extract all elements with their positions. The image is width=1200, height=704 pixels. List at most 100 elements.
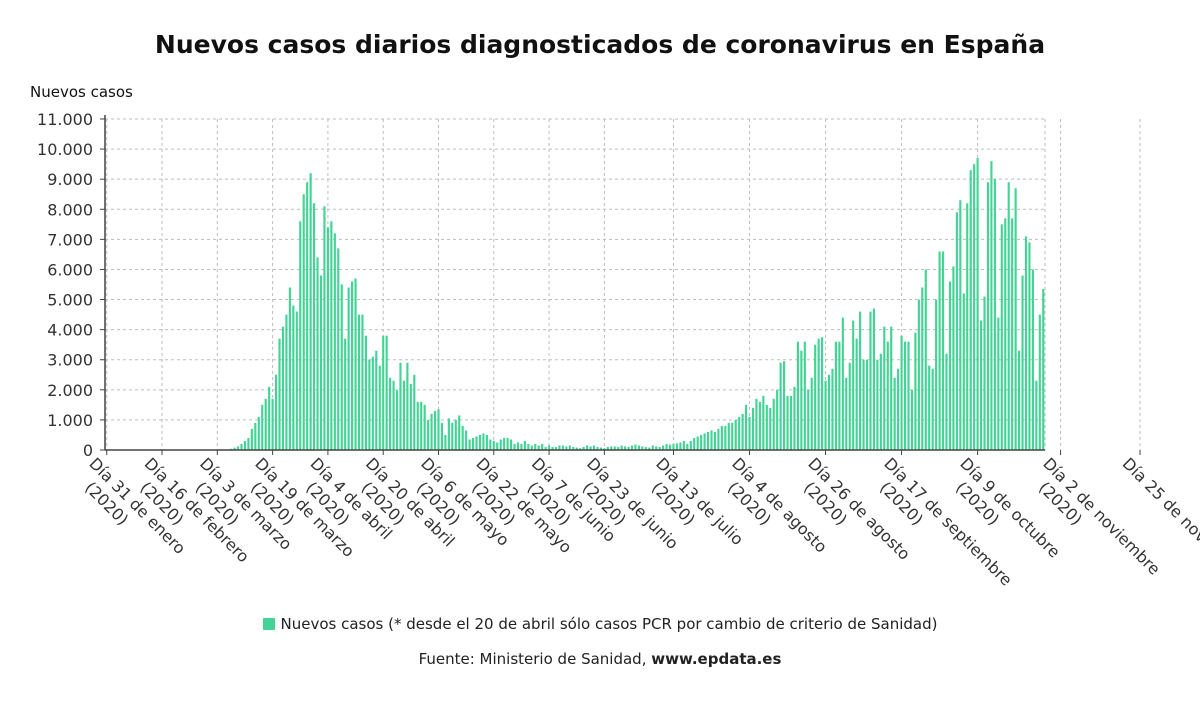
bar — [458, 415, 461, 450]
legend-label: Nuevos casos (* desde el 20 de abril sól… — [280, 615, 938, 633]
bar — [1011, 218, 1014, 450]
bar — [644, 446, 647, 450]
bar — [845, 377, 848, 450]
bar — [762, 395, 765, 450]
bar — [340, 284, 343, 450]
source-label: Fuente: Ministerio de Sanidad, — [418, 650, 652, 668]
y-tick-label: 0 — [83, 441, 93, 460]
bar — [440, 422, 444, 450]
bar — [668, 444, 672, 450]
bar — [700, 434, 703, 450]
y-tick-label: 1.000 — [47, 411, 93, 430]
bar — [503, 437, 506, 450]
y-tick-label: 10.000 — [37, 140, 93, 159]
y-tick-label: 7.000 — [47, 230, 93, 249]
bar — [658, 446, 661, 450]
bar — [786, 395, 789, 450]
bar — [1004, 218, 1007, 450]
bar — [530, 445, 533, 450]
bar — [817, 338, 820, 450]
bar — [779, 362, 782, 450]
bar — [800, 350, 803, 450]
bar — [675, 443, 679, 450]
y-tick-labels: 0 1.000 2.000 3.000 4.000 5.000 6.000 7.000 8.00… — [37, 110, 93, 460]
bar — [392, 380, 395, 450]
bar — [471, 437, 475, 450]
bar — [489, 439, 492, 450]
bar — [921, 287, 924, 450]
bar — [513, 443, 516, 450]
bar — [720, 425, 723, 450]
bar — [966, 203, 969, 450]
bar — [914, 332, 917, 450]
bar — [651, 445, 654, 450]
bar — [831, 368, 834, 450]
bar — [423, 404, 426, 450]
bar — [789, 395, 793, 450]
bar — [883, 326, 886, 450]
bar — [731, 422, 734, 450]
bar — [938, 251, 941, 450]
bar — [250, 428, 253, 450]
bar — [717, 428, 720, 450]
bar — [568, 445, 571, 450]
bar — [928, 365, 931, 450]
bar — [496, 442, 499, 450]
bar — [637, 445, 641, 450]
bar — [959, 200, 962, 450]
bar — [509, 439, 513, 450]
bar — [917, 299, 920, 450]
bar — [599, 447, 602, 450]
bar — [313, 203, 316, 450]
bar — [444, 434, 447, 450]
bar — [783, 361, 786, 450]
bar — [910, 389, 914, 450]
bar — [613, 446, 616, 450]
bar — [986, 182, 990, 450]
bar — [855, 338, 858, 450]
bar — [288, 287, 291, 450]
bar — [1000, 224, 1003, 450]
bar — [617, 446, 620, 450]
bar — [537, 445, 540, 450]
bar — [769, 407, 772, 450]
bar — [935, 299, 938, 450]
bar — [361, 314, 364, 450]
bar — [907, 341, 910, 450]
bar — [876, 359, 879, 450]
bar — [727, 422, 730, 450]
bar — [931, 368, 934, 450]
bar — [520, 443, 523, 450]
bar — [399, 362, 402, 450]
bar — [548, 445, 551, 450]
chart-title: Nuevos casos diarios diagnosticados de c… — [154, 30, 1046, 59]
bar — [1031, 269, 1034, 450]
bar — [378, 365, 381, 450]
bar — [841, 317, 844, 450]
bar — [679, 442, 682, 450]
bar — [447, 418, 450, 450]
bar — [827, 374, 831, 450]
bar — [796, 341, 799, 450]
bar — [430, 413, 433, 450]
y-tick-label: 2.000 — [47, 381, 93, 400]
bar — [582, 446, 585, 450]
bar — [554, 446, 558, 450]
bar — [630, 445, 634, 450]
bar — [268, 386, 271, 450]
bar — [751, 407, 755, 450]
bar — [454, 419, 457, 450]
bar — [1007, 182, 1010, 450]
bar — [893, 377, 896, 450]
bar — [897, 368, 900, 450]
bar — [233, 447, 236, 450]
bar — [389, 377, 392, 450]
bar — [382, 335, 385, 450]
bar — [900, 335, 903, 450]
bar — [758, 401, 761, 450]
bar — [468, 439, 471, 450]
bar — [344, 338, 347, 450]
bar — [357, 314, 361, 450]
bar — [682, 440, 685, 450]
